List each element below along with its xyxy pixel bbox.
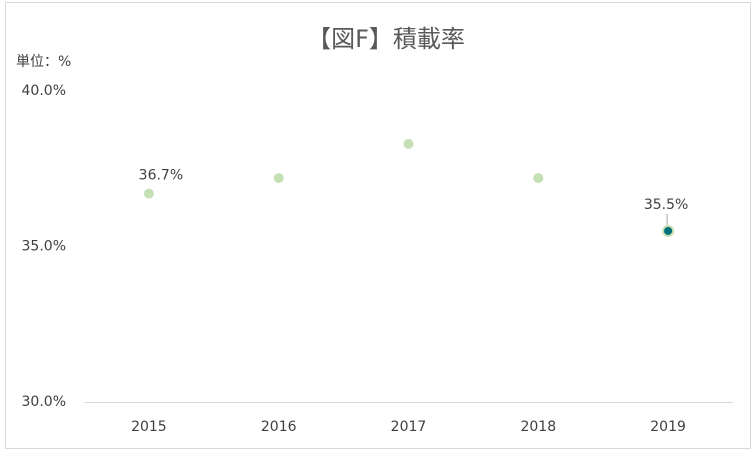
data-point [403, 138, 414, 149]
data-point [662, 224, 675, 237]
data-label: 35.5% [644, 197, 688, 213]
y-tick-label: 35.0% [22, 239, 66, 255]
unit-label: 単位：% [16, 54, 71, 70]
chart-border [5, 2, 751, 449]
data-point [273, 173, 284, 184]
chart-title: 【図F】積載率 [307, 25, 465, 53]
data-label: 36.7% [139, 168, 183, 184]
y-tick-label: 40.0% [22, 83, 66, 99]
data-point [533, 173, 544, 184]
x-tick-label: 2018 [520, 419, 556, 435]
x-tick-label: 2019 [650, 419, 686, 435]
data-point [143, 188, 154, 199]
x-tick-label: 2017 [391, 419, 427, 435]
y-tick-label: 30.0% [22, 394, 66, 410]
x-tick-label: 2016 [261, 419, 297, 435]
x-tick-label: 2015 [131, 419, 167, 435]
